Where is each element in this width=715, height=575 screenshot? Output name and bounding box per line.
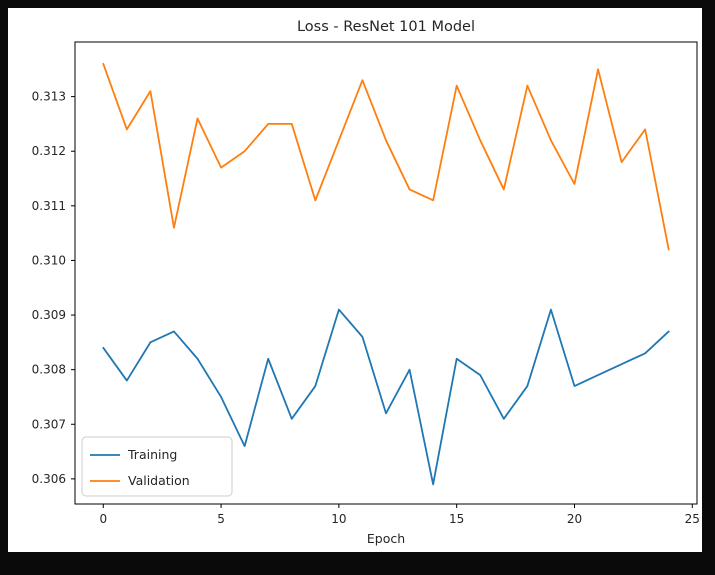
validation-line xyxy=(102,62,670,251)
x-axis-label: Epoch xyxy=(367,531,405,546)
x-axis-ticks: 0 5 10 15 20 25 xyxy=(99,504,700,526)
y-axis-ticks: 0.306 0.307 0.308 0.309 0.310 0.311 0.312 0.313 xyxy=(32,90,75,486)
legend: Training Validation xyxy=(81,436,233,497)
x-tick-label: 20 xyxy=(567,512,582,526)
legend-label-validation: Validation xyxy=(128,473,190,488)
y-tick-label: 0.313 xyxy=(32,90,66,104)
x-tick-label: 25 xyxy=(685,512,700,526)
x-tick-label: 10 xyxy=(331,512,346,526)
plot-area xyxy=(74,41,698,505)
y-tick-label: 0.306 xyxy=(32,472,66,486)
data-lines xyxy=(102,62,670,486)
y-tick-label: 0.311 xyxy=(32,199,66,213)
x-tick-label: 15 xyxy=(449,512,464,526)
y-tick-label: 0.307 xyxy=(32,417,66,431)
y-tick-label: 0.309 xyxy=(32,308,66,322)
y-tick-label: 0.310 xyxy=(32,253,66,267)
y-tick-label: 0.308 xyxy=(32,363,66,377)
training-line xyxy=(102,308,670,486)
chart-title: Loss - ResNet 101 Model xyxy=(297,19,475,35)
x-tick-label: 0 xyxy=(99,512,107,526)
legend-label-training: Training xyxy=(127,447,177,462)
y-tick-label: 0.312 xyxy=(32,144,66,158)
x-tick-label: 5 xyxy=(217,512,225,526)
